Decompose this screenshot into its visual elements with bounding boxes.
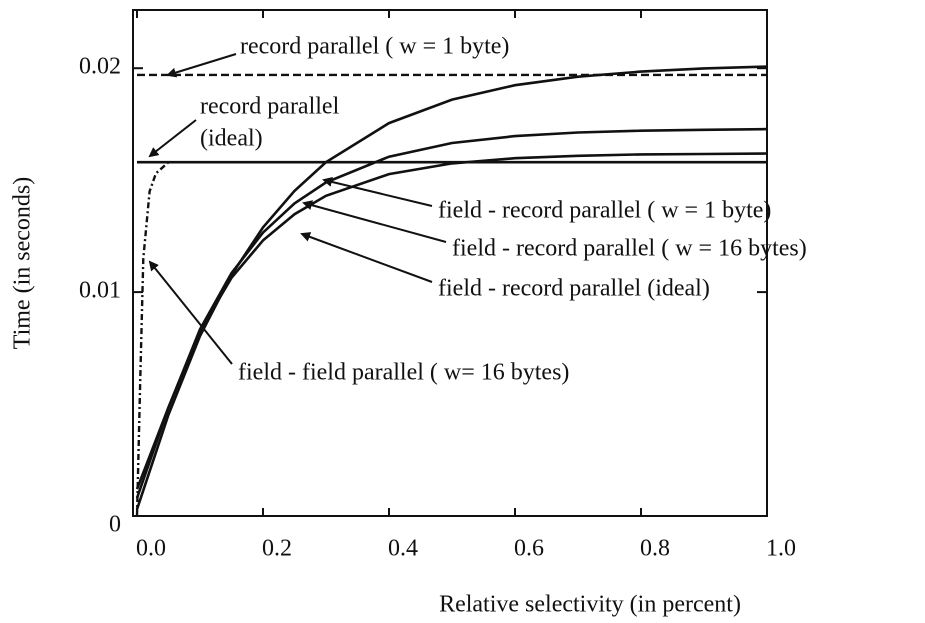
x-tick-label: 0.4 [388, 536, 418, 562]
annotation-arrow [300, 232, 433, 283]
annotation: (ideal) [200, 126, 263, 152]
series-line [135, 127, 768, 499]
series-line [135, 161, 170, 517]
annotation: field - record parallel ( w = 1 byte) [438, 198, 771, 224]
annotation-arrow [302, 200, 447, 243]
y-tick-label: 0.02 [79, 54, 121, 80]
x-tick-label: 0.0 [136, 536, 166, 562]
x-tick-label: 0.2 [262, 536, 292, 562]
x-axis-label: Relative selectivity (in percent) [439, 592, 741, 618]
y-tick-label: 0.01 [79, 278, 121, 304]
x-tick-label: 0.8 [640, 536, 670, 562]
annotation: field - field parallel ( w= 16 bytes) [238, 360, 569, 386]
annotation-arrow [322, 177, 433, 207]
y-tick-label: 0 [109, 512, 121, 538]
series-line [135, 152, 768, 490]
plot-frame [132, 9, 768, 517]
x-tick-label: 1.0 [766, 536, 796, 562]
annotation: field - record parallel (ideal) [438, 276, 710, 302]
series-line [135, 65, 768, 510]
annotation-arrow [166, 53, 237, 78]
annotation: record parallel ( w = 1 byte) [240, 34, 509, 60]
x-tick-label: 0.6 [514, 536, 544, 562]
y-axis-label: Time (in seconds) [10, 177, 36, 349]
annotation-arrow [148, 260, 233, 365]
annotation-arrow [148, 119, 197, 158]
annotation: record parallel [200, 94, 340, 120]
annotation: field - record parallel ( w = 16 bytes) [452, 236, 807, 262]
